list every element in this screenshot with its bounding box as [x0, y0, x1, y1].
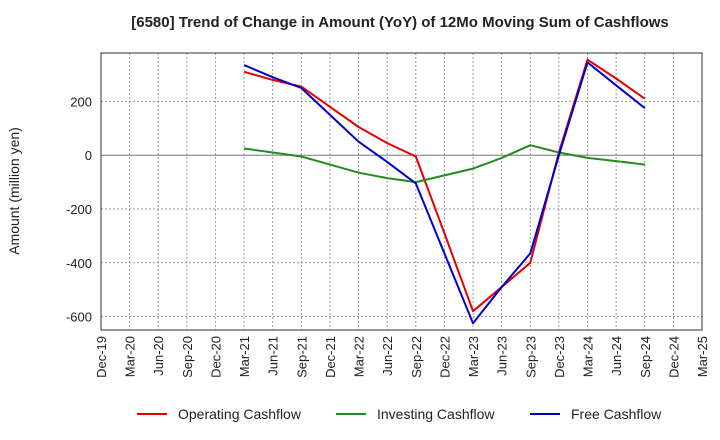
plot-frame	[100, 52, 703, 331]
x-tick-label: Sep-22	[409, 336, 424, 378]
y-tick-label: -200	[66, 202, 92, 217]
legend-label: Free Cashflow	[571, 406, 662, 422]
series-line-investing-cashflow	[243, 144, 645, 184]
x-tick-label: Sep-20	[180, 336, 195, 378]
plot-area	[101, 53, 702, 330]
chart-title: [6580] Trend of Change in Amount (YoY) o…	[131, 14, 669, 31]
x-tick-label: Dec-22	[437, 336, 452, 378]
y-axis-title: Amount (million yen)	[6, 127, 22, 255]
x-tick-label: Dec-23	[552, 336, 567, 378]
x-tick-label: Mar-24	[581, 336, 596, 377]
grid-lines	[101, 53, 702, 330]
x-tick-label: Mar-23	[466, 336, 481, 377]
series-lines	[243, 58, 646, 325]
x-tick-label: Dec-24	[666, 336, 681, 378]
x-tick-label: Jun-21	[266, 336, 281, 376]
x-tick-label: Dec-20	[208, 336, 223, 378]
x-tick-label: Mar-22	[352, 336, 367, 377]
y-tick-label: -400	[66, 256, 92, 271]
x-tick-label: Sep-23	[523, 336, 538, 378]
x-tick-label: Jun-23	[495, 336, 510, 376]
series-line-free-cashflow	[243, 61, 646, 325]
x-tick-label: Dec-19	[94, 336, 109, 378]
legend-label: Investing Cashflow	[377, 406, 495, 422]
x-tick-label: Jun-20	[151, 336, 166, 376]
x-tick-label: Sep-24	[638, 336, 653, 378]
x-tick-label: Mar-21	[237, 336, 252, 377]
y-tick-label: -600	[66, 310, 92, 325]
x-tick-labels: Dec-19 Mar-20 Jun-20 Sep-20 Dec-20 Mar-21 Jun-…	[94, 336, 710, 378]
legend-label: Operating Cashflow	[178, 406, 302, 422]
x-tick-label: Jun-24	[609, 336, 624, 376]
legend: Operating Cashflow Investing Cashflow Free…	[137, 406, 662, 422]
x-tick-label: Dec-21	[323, 336, 338, 378]
x-tick-label: Jun-22	[380, 336, 395, 376]
x-tick-label: Mar-20	[123, 336, 138, 377]
y-tick-labels: -600 -400 -200 0 200	[66, 94, 92, 324]
x-tick-label: Mar-25	[695, 336, 710, 377]
x-tick-label: Sep-21	[294, 336, 309, 378]
y-tick-label: 0	[85, 148, 92, 163]
y-tick-label: 200	[70, 94, 92, 109]
